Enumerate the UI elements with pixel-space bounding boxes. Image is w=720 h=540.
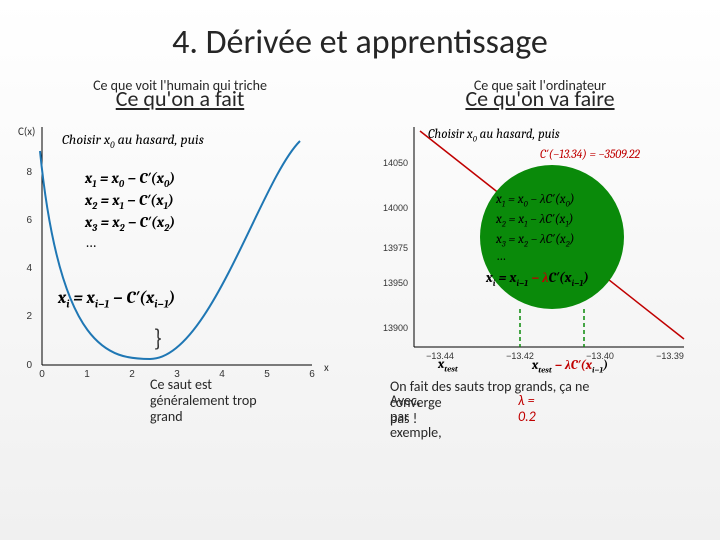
right-dots: …: [496, 249, 506, 264]
svg-text:14050: 14050: [383, 158, 408, 168]
slide-title: 4. Dérivée et apprentissage: [0, 0, 720, 63]
svg-text:6: 6: [26, 215, 32, 226]
left-eq2: x2 = x1 − C′(x1): [85, 191, 174, 212]
svg-text:0: 0: [26, 360, 32, 371]
svg-text:−13.42: −13.42: [506, 351, 534, 361]
right-column: Ce que sait l'ordinateur Ce qu'on va fai…: [360, 77, 720, 381]
svg-text:C(x): C(x): [18, 125, 35, 138]
right-eq2: x2 = x1 − λC′(x1): [496, 211, 573, 230]
columns: Ce que voit l'humain qui triche Ce qu'on…: [0, 77, 720, 381]
right-chart: 13900 13950 13975 14000 14050 −13.44 −13…: [370, 121, 710, 381]
xtest-left: xtest: [438, 357, 458, 375]
left-header-big: Ce qu'on a fait: [0, 85, 360, 112]
svg-text:x: x: [324, 361, 329, 374]
svg-text:2: 2: [129, 369, 135, 380]
svg-text:13900: 13900: [383, 323, 408, 333]
right-eqi: xi = xi−1 − λC′(xi−1): [486, 269, 589, 289]
xtest-right: xtest − λC′(xi−1): [532, 357, 608, 376]
left-chart: 0 2 4 6 8 0 1 2 3 4 5 6 C(x) x: [10, 121, 350, 381]
brace-icon: ︷: [150, 328, 182, 350]
left-eq3: x3 = x2 − C′(x2): [85, 213, 175, 234]
svg-text:13950: 13950: [383, 278, 408, 288]
svg-text:4: 4: [26, 263, 32, 274]
svg-text:1: 1: [84, 369, 90, 380]
svg-text:13975: 13975: [383, 243, 408, 253]
svg-text:14000: 14000: [383, 203, 408, 213]
left-eq1: x1 = x0 − C′(x0): [85, 169, 175, 190]
svg-text:8: 8: [26, 167, 32, 178]
left-dots: …: [85, 233, 96, 251]
right-header-big: Ce qu'on va faire: [360, 85, 720, 112]
svg-text:−13.39: −13.39: [656, 351, 684, 361]
svg-text:0: 0: [39, 369, 45, 380]
svg-text:2: 2: [26, 311, 32, 322]
left-choisir: Choisir x0 au hasard, puis: [62, 131, 204, 151]
left-eqi: xi = xi−1 − C′(xi−1): [58, 289, 175, 310]
left-caption: Ce saut est généralement trop grand: [150, 377, 280, 425]
right-caption: On fait des sauts trop grands, ça ne con…: [390, 379, 690, 395]
right-choisir: Choisir x0 au hasard, puis: [428, 127, 560, 145]
right-eq3: x3 = x2 − λC′(x2): [496, 231, 574, 250]
right-eq1: x1 = x0 − λC′(x0): [496, 191, 575, 210]
svg-text:6: 6: [309, 369, 315, 380]
right-cprime: C′(−13.34) = −3509.22: [540, 147, 640, 161]
left-column: Ce que voit l'humain qui triche Ce qu'on…: [0, 77, 360, 381]
